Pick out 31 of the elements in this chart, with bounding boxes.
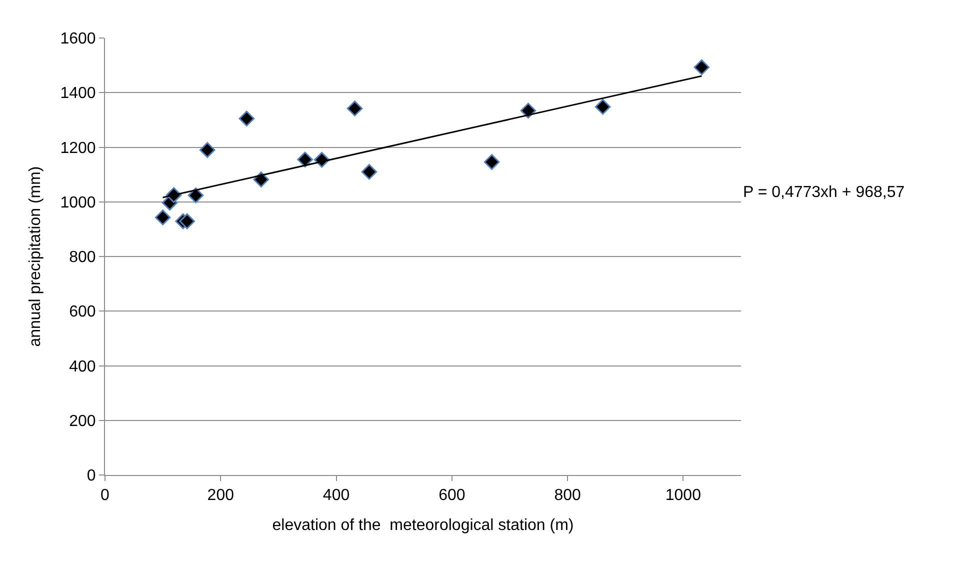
y-tick-label: 200: [69, 412, 96, 430]
point: [253, 172, 270, 188]
y-tick-label: 600: [69, 304, 96, 321]
point: [188, 187, 204, 204]
point: [694, 59, 710, 76]
point: [199, 142, 216, 158]
y-tick-label: 800: [69, 249, 96, 266]
y-tick-label: 1000: [60, 194, 96, 212]
point: [520, 102, 536, 119]
x-axis-title: elevation of the meteorological station (m): [272, 516, 574, 534]
point: [484, 154, 500, 170]
point: [297, 152, 313, 168]
y-tick-label: 1600: [60, 30, 96, 48]
x-tick-label: 0: [100, 487, 110, 504]
point: [238, 110, 255, 126]
y-tick-label: 400: [69, 358, 96, 376]
x-tick-label: 800: [554, 487, 581, 504]
x-tick-label: 200: [207, 487, 234, 504]
text: P = 0,4773xh + 968,57: [743, 184, 905, 201]
point: [179, 213, 195, 230]
y-tick-label: 0: [86, 468, 96, 485]
point: [594, 98, 611, 115]
x-tick-label: 400: [322, 487, 350, 504]
y-tick-label: 1200: [60, 140, 96, 157]
point: [346, 100, 363, 116]
x-tick-label: 1000: [665, 487, 702, 504]
point: [154, 210, 171, 226]
x-tick-label: 600: [438, 487, 466, 504]
point: [361, 164, 378, 180]
y-axis-title: annual precipitation (mm): [27, 166, 44, 347]
y-tick-label: 1400: [60, 85, 96, 102]
